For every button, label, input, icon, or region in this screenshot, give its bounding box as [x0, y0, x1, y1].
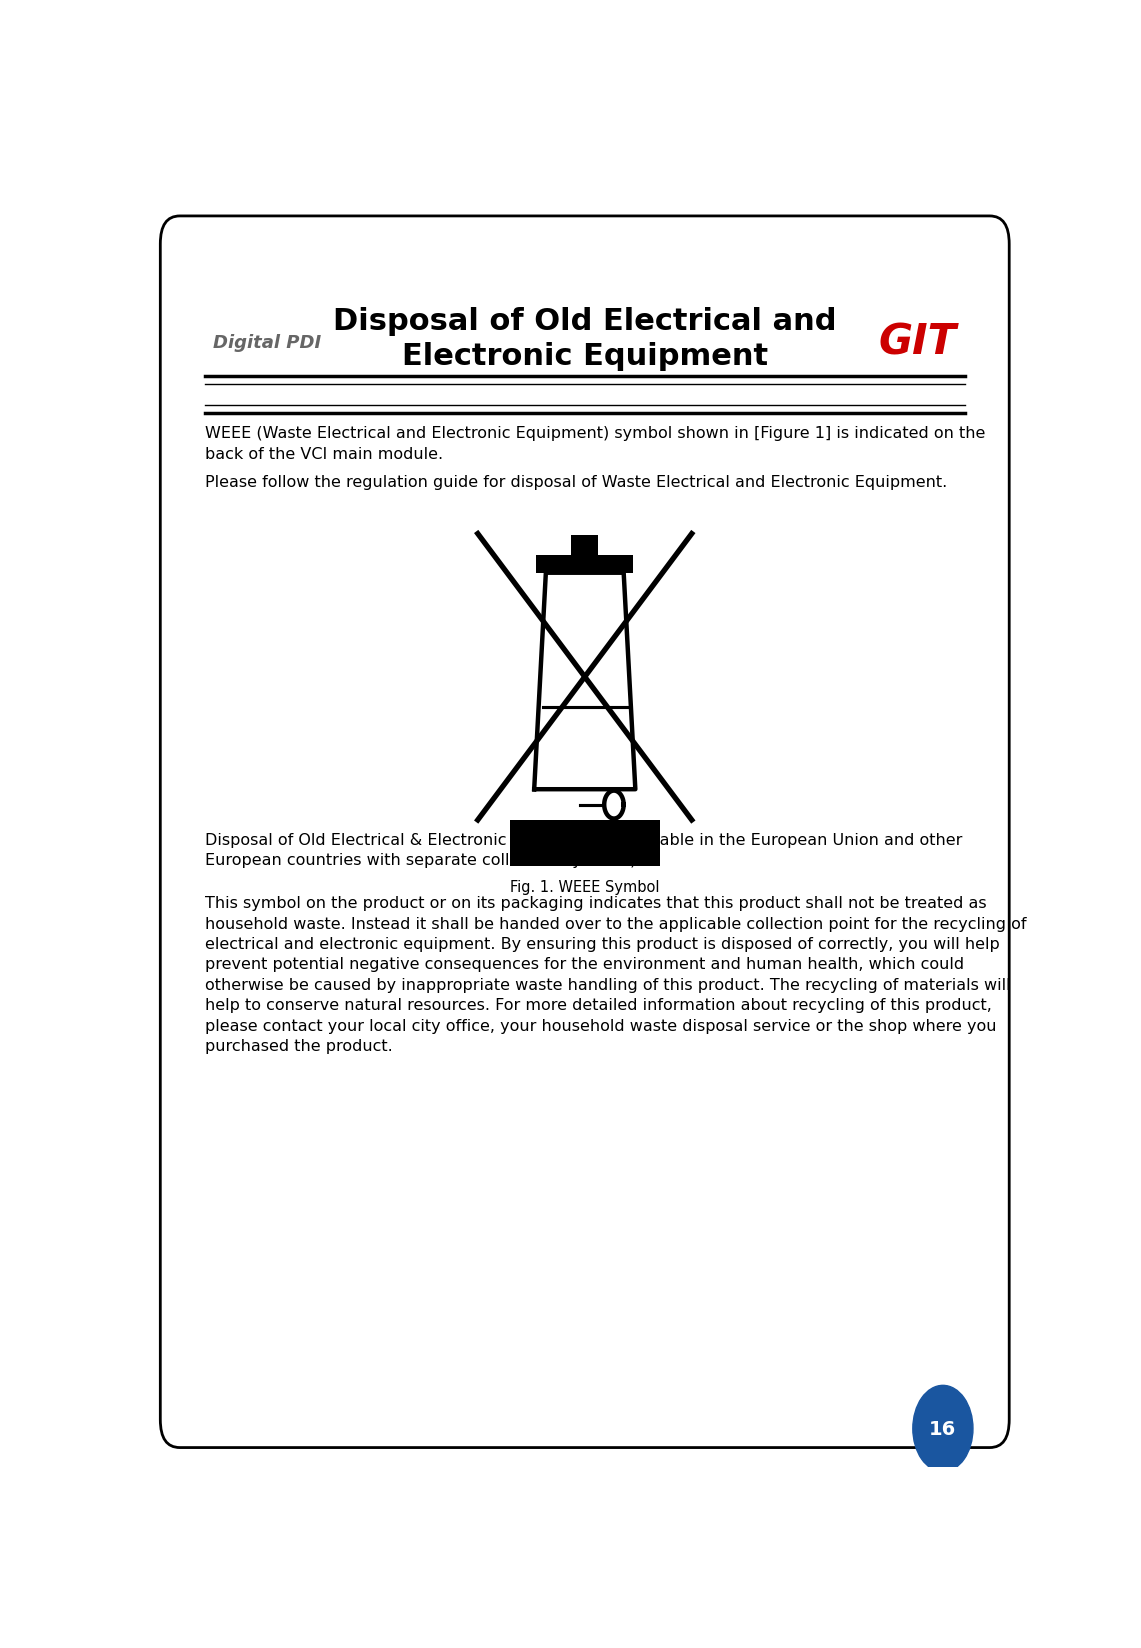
- Text: This symbol on the product or on its packaging indicates that this product shall: This symbol on the product or on its pac…: [204, 895, 1026, 1053]
- FancyBboxPatch shape: [160, 218, 1010, 1447]
- Bar: [510, 821, 659, 867]
- Text: WEEE (Waste Electrical and Electronic Equipment) symbol shown in [Figure 1] is i: WEEE (Waste Electrical and Electronic Eq…: [204, 427, 985, 461]
- Text: Fig. 1. WEEE Symbol: Fig. 1. WEEE Symbol: [510, 878, 659, 895]
- Text: 16: 16: [929, 1419, 956, 1439]
- Text: Digital PDI: Digital PDI: [213, 333, 322, 351]
- Text: Disposal of Old Electrical & Electronic Equipment (Applicable in the European Un: Disposal of Old Electrical & Electronic …: [204, 832, 962, 867]
- Text: Electronic Equipment: Electronic Equipment: [402, 341, 768, 371]
- Polygon shape: [605, 791, 624, 819]
- Text: Please follow the regulation guide for disposal of Waste Electrical and Electron: Please follow the regulation guide for d…: [204, 475, 947, 489]
- Text: GIT: GIT: [879, 321, 956, 364]
- Bar: [536, 555, 633, 574]
- Bar: [572, 536, 598, 555]
- Text: Disposal of Old Electrical and: Disposal of Old Electrical and: [333, 307, 836, 335]
- Circle shape: [913, 1386, 973, 1472]
